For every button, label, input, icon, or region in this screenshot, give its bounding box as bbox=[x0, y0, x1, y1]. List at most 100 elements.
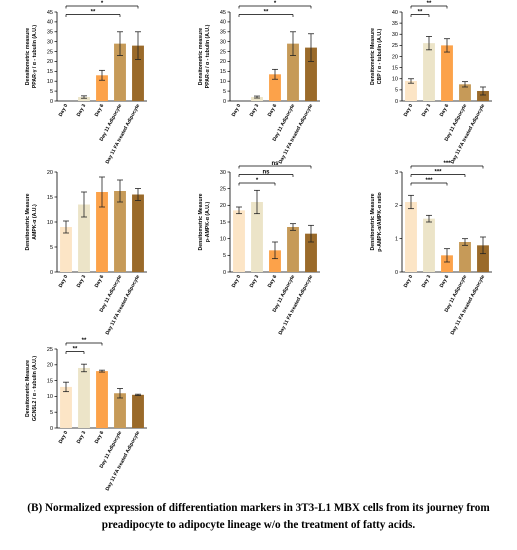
bar bbox=[78, 367, 90, 428]
y-tick-label: 10 bbox=[220, 236, 226, 242]
figure-caption: (B) Normalized expression of differentia… bbox=[27, 502, 490, 531]
significance-label: *** bbox=[425, 178, 433, 184]
y-tick-label: 5 bbox=[223, 253, 226, 259]
chart-panel-7: 0 5 10 15 20 25 Densitometric Measure GCN5L2 / … bbox=[25, 338, 147, 492]
x-tick-label: Day 0 bbox=[231, 274, 243, 289]
y-tick-label: 3 bbox=[395, 170, 398, 176]
y-tick-label: 5 bbox=[395, 88, 398, 94]
bar bbox=[477, 245, 489, 272]
bar bbox=[405, 80, 417, 101]
x-tick-label: Day 11 FA treated Adipocyte bbox=[278, 103, 315, 165]
y-tick-label: 15 bbox=[47, 69, 53, 75]
x-tick-label: Day 11 FA treated Adipocyte bbox=[105, 274, 142, 336]
y-tick-label: 5 bbox=[50, 89, 53, 95]
significance-label: ns bbox=[271, 161, 279, 167]
chart-panel-4: 0 5 10 15 20 Densitometric Measure AMPK-α (A.U… bbox=[25, 170, 147, 336]
significance-label: *** bbox=[443, 161, 451, 167]
bar bbox=[423, 218, 435, 272]
y-axis-label: Densitometric Measure bbox=[25, 193, 31, 250]
bar bbox=[60, 386, 72, 428]
x-tick-label: Day 11 FA treated Adipocyte bbox=[105, 103, 142, 165]
y-tick-label: 30 bbox=[47, 39, 53, 45]
y-tick-label: 15 bbox=[220, 69, 226, 75]
bar bbox=[114, 191, 126, 272]
x-tick-label: Day 3 bbox=[76, 430, 88, 445]
y-tick-label: 20 bbox=[47, 170, 53, 176]
x-tick-label: Day 3 bbox=[421, 274, 433, 289]
y-tick-label: 25 bbox=[220, 186, 226, 192]
y-tick-label: 45 bbox=[47, 10, 53, 16]
y-tick-label: 0 bbox=[50, 426, 53, 432]
bar bbox=[287, 43, 299, 101]
x-tick-label: Day 3 bbox=[76, 103, 88, 118]
y-tick-label: 0 bbox=[223, 99, 226, 105]
y-axis-label: p-AMPK-α/AMPK-α ratio bbox=[377, 192, 383, 251]
y-tick-label: 35 bbox=[47, 30, 53, 36]
bar bbox=[132, 194, 144, 272]
significance-label: ** bbox=[427, 1, 432, 7]
y-axis-label: Densitometric Measure bbox=[370, 28, 376, 85]
y-tick-label: 0 bbox=[395, 99, 398, 105]
y-axis-label: GCN5L2 / α - tubulin (A.U.) bbox=[32, 356, 38, 421]
y-tick-label: 25 bbox=[47, 347, 53, 353]
x-tick-label: Day 0 bbox=[58, 274, 70, 289]
y-tick-label: 20 bbox=[47, 59, 53, 65]
x-tick-label: Day 0 bbox=[403, 274, 415, 289]
y-tick-label: 40 bbox=[392, 10, 398, 16]
x-tick-label: Day 0 bbox=[58, 103, 70, 118]
y-tick-label: 10 bbox=[47, 79, 53, 85]
y-tick-label: 0 bbox=[50, 99, 53, 105]
y-tick-label: 25 bbox=[392, 43, 398, 49]
y-tick-label: 5 bbox=[223, 89, 226, 95]
y-axis-label: PPAR-γ / α - tubulin (A.U.) bbox=[32, 25, 38, 89]
bar bbox=[405, 202, 417, 272]
y-axis-label: PPAR-α / α - tubulin (A.U.) bbox=[205, 24, 211, 88]
y-axis-label: CBP / α - tubulin (A.U.) bbox=[377, 28, 383, 84]
x-tick-label: Day 0 bbox=[231, 103, 243, 118]
significance-label: ** bbox=[82, 338, 87, 344]
bar bbox=[96, 192, 108, 272]
y-tick-label: 20 bbox=[220, 203, 226, 209]
x-tick-label: Day 6 bbox=[94, 103, 106, 118]
x-tick-label: Day 11 FA treated Adipocyte bbox=[278, 274, 315, 336]
bar bbox=[233, 210, 245, 272]
bar bbox=[441, 45, 453, 101]
significance-label: ** bbox=[264, 9, 269, 15]
y-tick-label: 0 bbox=[50, 270, 53, 276]
x-tick-label: Day 0 bbox=[403, 103, 415, 118]
x-tick-label: Day 3 bbox=[249, 274, 261, 289]
x-tick-label: Day 6 bbox=[94, 430, 106, 445]
x-tick-label: Day 6 bbox=[94, 274, 106, 289]
bar bbox=[305, 233, 317, 272]
y-tick-label: 35 bbox=[220, 30, 226, 36]
bar bbox=[96, 75, 108, 101]
y-tick-label: 15 bbox=[47, 378, 53, 384]
chart-panel-3: 0 5 10 15 20 25 30 35 40 Densitometric Measure CBP… bbox=[370, 1, 492, 165]
bar bbox=[269, 74, 281, 101]
bar bbox=[96, 371, 108, 428]
y-tick-label: 5 bbox=[50, 410, 53, 416]
bar bbox=[132, 45, 144, 101]
bar bbox=[441, 255, 453, 272]
x-tick-label: Day 6 bbox=[267, 103, 279, 118]
x-tick-label: Day 6 bbox=[439, 103, 451, 118]
significance-label: ** bbox=[73, 346, 78, 352]
y-tick-label: 15 bbox=[47, 195, 53, 201]
bar bbox=[60, 227, 72, 272]
y-tick-label: 10 bbox=[47, 220, 53, 226]
bar bbox=[132, 394, 144, 428]
x-tick-label: Day 11 FA treated Adipocyte bbox=[450, 274, 487, 336]
y-axis-label: Densitometric measure bbox=[25, 28, 31, 85]
chart-panel-1: 0 5 10 15 20 25 30 35 40 45 Densitometric measure P… bbox=[25, 1, 147, 165]
significance-label: * bbox=[256, 178, 259, 184]
x-tick-label: Day 6 bbox=[439, 274, 451, 289]
y-tick-label: 1 bbox=[395, 236, 398, 242]
y-tick-label: 0 bbox=[395, 270, 398, 276]
y-tick-label: 40 bbox=[220, 20, 226, 26]
bar bbox=[423, 43, 435, 101]
bar bbox=[269, 250, 281, 272]
x-tick-label: Day 3 bbox=[249, 103, 261, 118]
significance-label: ** bbox=[91, 9, 96, 15]
y-axis-label: p-AMPK-α (A.U.) bbox=[205, 202, 211, 243]
bar bbox=[251, 97, 263, 101]
